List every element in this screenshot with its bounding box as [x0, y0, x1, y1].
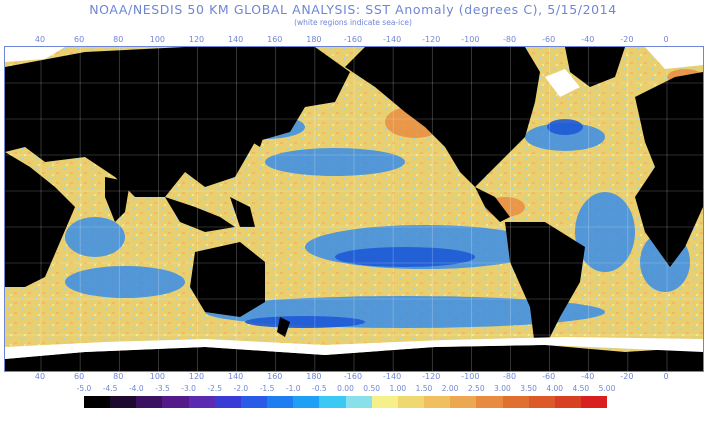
longitude-label: 180: [306, 35, 322, 44]
longitude-label: -160: [343, 35, 363, 44]
colorbar-tick-label: 5.00: [598, 384, 616, 393]
longitude-label: 40: [34, 372, 46, 381]
colorbar-tick-label: -4.0: [128, 384, 144, 393]
colorbar-tick-label: 1.50: [415, 384, 433, 393]
cold-anomaly-regions: [245, 119, 583, 328]
colorbar-swatch: [84, 396, 111, 408]
land-masses: [5, 47, 703, 371]
colorbar-tick-label: -2.0: [233, 384, 249, 393]
longitude-label: 80: [113, 372, 124, 381]
longitude-label: -60: [542, 35, 556, 44]
longitude-label: -160: [343, 372, 363, 381]
longitude-label: 0: [663, 372, 669, 381]
colorbar-tick-label: -5.0: [76, 384, 92, 393]
sst-anomaly-map: [4, 46, 704, 372]
anomaly-colorbar: [84, 396, 608, 408]
longitude-label: -120: [422, 372, 441, 381]
longitude-label: 140: [227, 35, 244, 44]
longitude-label: -140: [383, 35, 402, 44]
colorbar-tick-label: -3.5: [155, 384, 170, 393]
longitude-label: 0: [663, 35, 669, 44]
colorbar-labels: -5.0 -4.5 -4.0 -3.5 -3.0 -2.5 -2.0 -1.5 -1.0 -0.5…: [0, 384, 706, 394]
colorbar-tick-label: -2.5: [207, 384, 223, 393]
colorbar-tick-label: -3.0: [181, 384, 196, 393]
longitude-label: -100: [461, 372, 480, 381]
colorbar-swatch: [214, 396, 241, 408]
colorbar-tick-label: 4.00: [546, 384, 564, 393]
colorbar-tick-label: 0.50: [363, 384, 380, 393]
colorbar-swatch: [397, 396, 425, 408]
longitude-label: -80: [502, 372, 517, 381]
colorbar-tick-label: 0.00: [337, 384, 354, 393]
map-grid: [5, 47, 703, 371]
longitude-label: 140: [227, 372, 244, 381]
sea-ice-regions: [5, 47, 703, 359]
colorbar-swatch: [502, 396, 529, 408]
colorbar-swatch: [476, 396, 503, 408]
map-title: NOAA/NESDIS 50 KM GLOBAL ANALYSIS: SST A…: [89, 2, 617, 17]
longitude-label: 80: [113, 35, 124, 44]
colorbar-swatch: [267, 396, 294, 408]
colorbar-tick-label: -4.5: [102, 384, 118, 393]
longitude-label: 160: [267, 35, 283, 44]
colorbar-tick-label: 3.00: [494, 384, 511, 393]
longitude-label: 60: [74, 35, 85, 44]
longitude-label: 120: [188, 372, 205, 381]
colorbar-tick-label: 2.00: [441, 384, 459, 393]
colorbar-swatch: [188, 396, 215, 408]
longitude-label: 120: [188, 35, 205, 44]
longitude-label: -140: [383, 372, 402, 381]
colorbar-tick-label: -1.0: [285, 384, 301, 393]
longitude-label: -100: [461, 35, 480, 44]
colorbar-swatch: [580, 396, 608, 408]
longitude-label: -120: [422, 35, 441, 44]
longitude-label: 40: [34, 35, 46, 44]
colorbar-swatch: [162, 396, 189, 408]
colorbar-tick-label: 4.50: [572, 384, 590, 393]
longitude-labels-bottom: 40 60 80 100 120 140 160 180 -160 -140 -120 -100 -80…: [0, 372, 706, 382]
longitude-label: -20: [620, 372, 634, 381]
longitude-label: -40: [581, 372, 595, 381]
colorbar-tick-label: -1.5: [259, 384, 275, 393]
longitude-label: -40: [581, 35, 595, 44]
colorbar-swatch: [345, 396, 372, 408]
colorbar-tick-label: -0.5: [312, 384, 327, 393]
colorbar-swatch: [371, 396, 398, 408]
colorbar-swatch: [136, 396, 163, 408]
longitude-label: 100: [149, 372, 166, 381]
longitude-label: -60: [542, 372, 556, 381]
longitude-label: 60: [74, 372, 85, 381]
longitude-label: -80: [502, 35, 517, 44]
longitude-label: -20: [620, 35, 634, 44]
map-subtitle: (white regions indicate sea-ice): [294, 18, 412, 27]
longitude-label: 180: [306, 372, 322, 381]
colorbar-swatch: [450, 396, 477, 408]
colorbar-swatch: [293, 396, 320, 408]
colorbar-swatch: [319, 396, 346, 408]
colorbar-tick-label: 1.00: [389, 384, 407, 393]
longitude-labels-top: 40 60 80 100 120 140 160 180 -160 -140 -120 -100 -80…: [0, 35, 706, 45]
colorbar-tick-label: 2.50: [467, 384, 485, 393]
longitude-label: 160: [267, 372, 283, 381]
colorbar-swatch: [424, 396, 451, 408]
longitude-label: 100: [149, 35, 166, 44]
colorbar-tick-label: 3.50: [520, 384, 537, 393]
colorbar-swatch: [554, 396, 581, 408]
colorbar-swatch: [528, 396, 555, 408]
colorbar-swatch: [110, 396, 137, 408]
colorbar-swatch: [240, 396, 268, 408]
